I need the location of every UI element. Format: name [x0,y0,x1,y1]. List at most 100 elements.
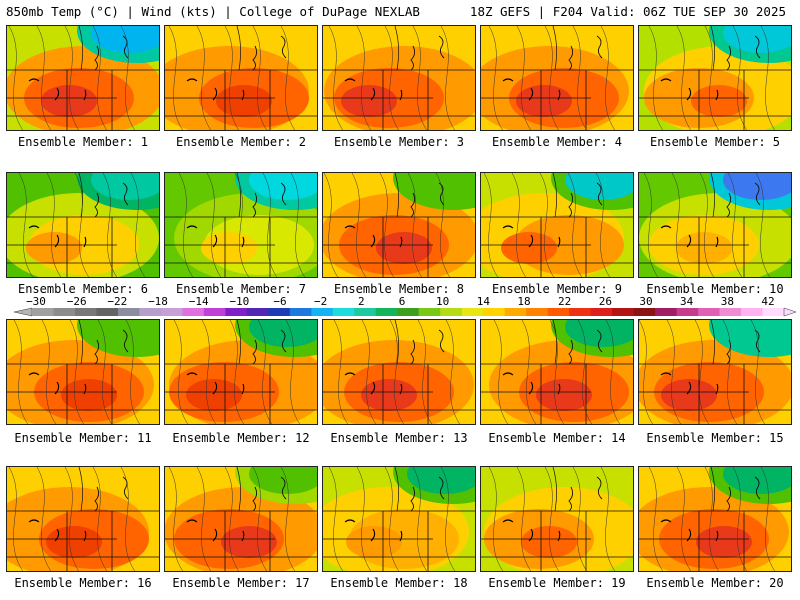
ensemble-map-panel [480,466,634,572]
member-label: Ensemble Member: 19 [488,576,626,590]
member-label: Ensemble Member: 7 [175,282,307,296]
ensemble-map-panel [164,172,318,278]
member-label: Ensemble Member: 18 [330,576,468,590]
member-label: Ensemble Member: 13 [330,431,468,445]
ensemble-map-panel [322,172,476,278]
colorbar-segment [332,308,355,316]
colorbar-segment [74,308,97,316]
colorbar-low-arrow [13,307,33,317]
colorbar-segment [526,308,549,316]
member-label: Ensemble Member: 6 [17,282,149,296]
colorbar-tick-label: 18 [517,295,530,308]
member-label: Ensemble Member: 20 [646,576,784,590]
member-label: Ensemble Member: 14 [488,431,626,445]
colorbar-segment [612,308,635,316]
colorbar-tick-label: 42 [761,295,774,308]
colorbar-segment [53,308,76,316]
colorbar-segment [633,308,656,316]
colorbar-tick-label: 38 [721,295,734,308]
ensemble-map-panel [6,319,160,425]
colorbar-tick-label: 6 [399,295,406,308]
temperature-map [165,173,317,277]
colorbar-tick-label: −14 [189,295,209,308]
colorbar-segment [354,308,377,316]
colorbar-segment [719,308,742,316]
ensemble-map-panel [638,319,792,425]
colorbar-segment [139,308,162,316]
ensemble-map-panel [164,25,318,131]
temperature-map [323,467,475,571]
temperature-map [323,173,475,277]
colorbar-segment [311,308,334,316]
colorbar-segment [268,308,291,316]
ensemble-map-panel [480,25,634,131]
colorbar-segment [547,308,570,316]
colorbar-tick-label: −10 [229,295,249,308]
colorbar-segment [655,308,678,316]
ensemble-map-panel [322,25,476,131]
run-info: 18Z GEFS | F204 Valid: 06Z TUE SEP 30 20… [469,4,786,19]
temperature-map [165,26,317,130]
colorbar-segment [461,308,484,316]
colorbar-segment [504,308,527,316]
temperature-map [639,467,791,571]
chart-title: 850mb Temp (°C) | Wind (kts) | College o… [6,4,420,19]
temperature-colorbar: −30 −26 −22 −18 −14 −10 −6 −2 2 6 10 14 18 22 26 30 34 38… [13,295,797,317]
ensemble-map-panel [638,466,792,572]
member-label: Ensemble Member: 9 [491,282,623,296]
ensemble-map-panel [322,319,476,425]
colorbar-tick-label: 26 [599,295,612,308]
colorbar-segment [117,308,140,316]
member-label: Ensemble Member: 17 [172,576,310,590]
temperature-map [639,26,791,130]
member-label: Ensemble Member: 10 [646,282,784,296]
colorbar-segment [676,308,699,316]
colorbar-tick-label: −18 [148,295,168,308]
ensemble-map-panel [6,172,160,278]
member-label: Ensemble Member: 5 [649,135,781,149]
colorbar-segment [418,308,441,316]
temperature-map [165,467,317,571]
colorbar-segment [569,308,592,316]
temperature-map [481,26,633,130]
member-label: Ensemble Member: 16 [14,576,152,590]
temperature-map [323,320,475,424]
temperature-map [165,320,317,424]
temperature-map [323,26,475,130]
temperature-map [7,173,159,277]
temperature-map [639,173,791,277]
colorbar-tick-label: 34 [680,295,694,308]
colorbar-segment [289,308,312,316]
colorbar-tick-label: −22 [107,295,127,308]
member-label: Ensemble Member: 3 [333,135,465,149]
colorbar-high-arrow [783,307,797,317]
member-label: Ensemble Member: 4 [491,135,623,149]
colorbar-segment [182,308,205,316]
colorbar-segment [397,308,420,316]
temperature-map [7,320,159,424]
ensemble-map-panel [638,25,792,131]
colorbar-tick-label: −2 [314,295,327,308]
colorbar-segment [203,308,226,316]
ensemble-map-panel [480,319,634,425]
member-label: Ensemble Member: 2 [175,135,307,149]
colorbar-tick-label: 14 [477,295,491,308]
colorbar-segment [590,308,613,316]
colorbar-segment [375,308,398,316]
colorbar-tick-label: 2 [358,295,365,308]
colorbar-tick-label: 10 [436,295,449,308]
member-label: Ensemble Member: 11 [14,431,152,445]
colorbar-segment [225,308,248,316]
ensemble-map-panel [6,25,160,131]
colorbar-segment [246,308,269,316]
colorbar-segment [32,308,54,316]
colorbar-segment [698,308,721,316]
ensemble-map-panel [6,466,160,572]
colorbar-segment [440,308,463,316]
member-label: Ensemble Member: 1 [17,135,149,149]
ensemble-map-panel [164,319,318,425]
temperature-map [481,467,633,571]
colorbar-tick-label: 30 [639,295,652,308]
ensemble-map-panel [322,466,476,572]
temperature-map [7,467,159,571]
